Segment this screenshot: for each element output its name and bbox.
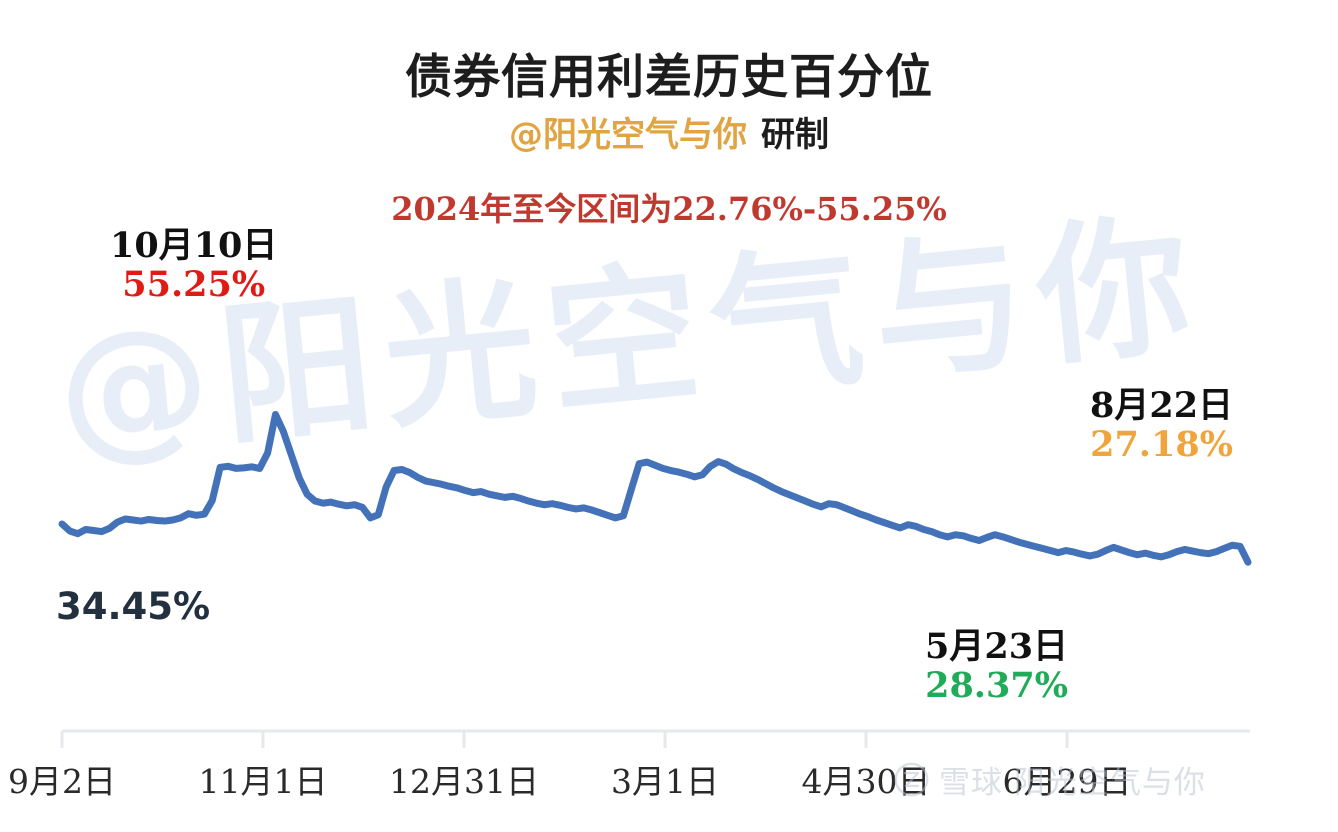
annotation-peak-date: 10月10日 (110, 225, 278, 266)
x-axis-tick-label: 12月31日 (389, 762, 539, 801)
annotation-peak-value: 55.25% (122, 264, 266, 306)
x-axis-tick-label: 9月2日 (8, 762, 116, 801)
annotation-low-value: 28.37% (925, 665, 1068, 707)
range-note: 2024年至今区间为22.76%-55.25% (391, 190, 947, 228)
x-axis-tick-label: 6月29日 (1002, 762, 1132, 801)
page-title: 债券信用利差历史百分位 (405, 50, 933, 105)
axis-ticks (60, 731, 1069, 748)
author-handle: @阳光空气与你 (509, 115, 747, 155)
x-axis-tick-label: 3月1日 (611, 762, 719, 801)
x-axis-tick-label: 4月30日 (801, 762, 931, 801)
x-axis (60, 729, 1250, 748)
annotation-low-date: 5月23日 (925, 626, 1069, 667)
annotation-latest-value: 27.18% (1090, 424, 1233, 466)
author-line: @阳光空气与你 研制 (0, 107, 1338, 156)
annotation-latest: 8月22日 27.18% (1090, 385, 1234, 466)
x-axis-tick-label: 11月1日 (198, 762, 328, 801)
author-suffix: 研制 (761, 115, 829, 155)
annotation-latest-date: 8月22日 (1090, 385, 1234, 426)
start-value-label: 34.45% (56, 585, 211, 628)
annotation-low: 5月23日 28.37% (925, 626, 1069, 707)
annotation-peak: 10月10日 55.25% (110, 225, 278, 306)
series-line (58, 410, 1252, 566)
